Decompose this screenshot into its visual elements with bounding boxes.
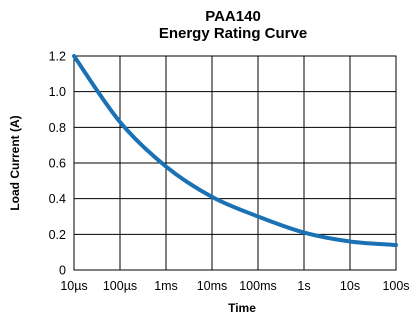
x-tick-label: 10µs — [60, 279, 87, 293]
y-tick-label: 0.2 — [49, 228, 66, 242]
series-group — [72, 54, 398, 248]
y-tick-labels: 0 0.2 0.4 0.6 0.8 1.0 1.2 — [49, 50, 66, 278]
y-tick-label: 0.8 — [49, 121, 66, 135]
x-tick-label: 100µs — [103, 279, 137, 293]
y-tick-label: 0 — [59, 264, 66, 278]
x-tick-label: 10s — [340, 279, 360, 293]
x-tick-label: 100s — [382, 279, 409, 293]
x-axis-label: Time — [228, 301, 256, 315]
x-tick-label: 100ms — [239, 279, 277, 293]
grid-lines — [74, 56, 396, 270]
chart-subtitle: Energy Rating Curve — [159, 25, 307, 42]
y-tick-label: 1.2 — [49, 50, 66, 64]
chart-title: PAA140 — [205, 8, 261, 25]
x-tick-label: 1s — [297, 279, 310, 293]
x-tick-label: 10ms — [197, 279, 228, 293]
x-tick-label: 1ms — [154, 279, 178, 293]
y-tick-label: 0.6 — [49, 157, 66, 171]
y-tick-label: 1.0 — [49, 85, 66, 99]
x-tick-labels: 10µs 100µs 1ms 10ms 100ms 1s 10s 100s — [60, 279, 409, 293]
y-axis-label: Load Current (A) — [8, 115, 22, 210]
energy-curve-line — [72, 54, 398, 248]
y-tick-label: 0.4 — [49, 192, 66, 206]
